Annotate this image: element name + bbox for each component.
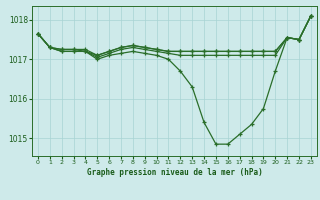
X-axis label: Graphe pression niveau de la mer (hPa): Graphe pression niveau de la mer (hPa) (86, 168, 262, 177)
